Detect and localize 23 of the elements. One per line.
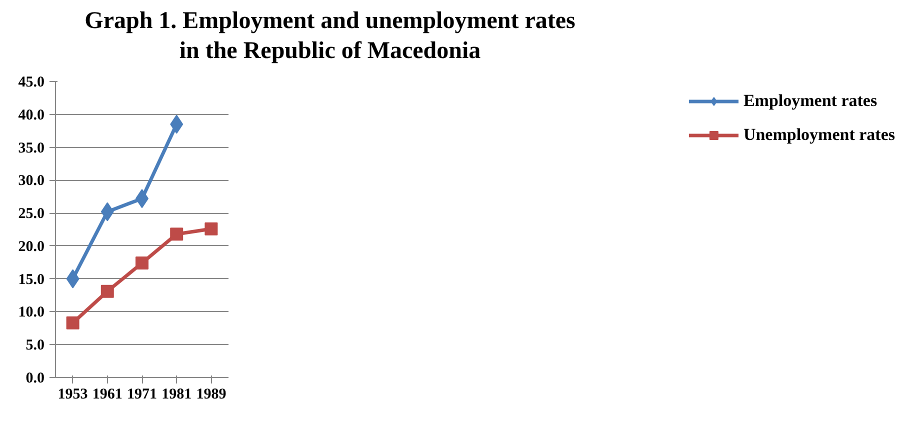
- x-tick-label: 1989: [196, 386, 226, 402]
- legend-label: Employment rates: [743, 91, 878, 111]
- x-tick-label: 1953: [58, 386, 88, 402]
- y-tick-label: 25.0: [18, 206, 44, 222]
- y-tick-label: 5.0: [26, 338, 44, 354]
- y-tick-label: 45.0: [18, 74, 44, 90]
- y-tick-label: 30.0: [18, 173, 44, 190]
- legend-label: Unemployment rates: [743, 125, 895, 145]
- x-tick-label: 1981: [162, 386, 192, 402]
- point: [66, 316, 80, 330]
- x-tick-label: 1971: [127, 386, 157, 402]
- y-tick-label: 20.0: [18, 238, 44, 255]
- y-tick-label: 40.0: [18, 107, 44, 124]
- y-tick-label: 0.0: [26, 370, 44, 386]
- x-tick-label: 1961: [92, 386, 122, 402]
- point: [100, 284, 114, 298]
- point: [170, 228, 184, 241]
- y-tick-label: 35.0: [18, 140, 44, 156]
- point: [204, 222, 218, 236]
- text: Graph 1. Employment and unemployment rates in the Republic of Macedonia: [84, 7, 576, 66]
- y-tick-label: 10.0: [18, 304, 44, 321]
- point: [136, 256, 148, 270]
- y-tick-label: 15.0: [18, 272, 44, 288]
